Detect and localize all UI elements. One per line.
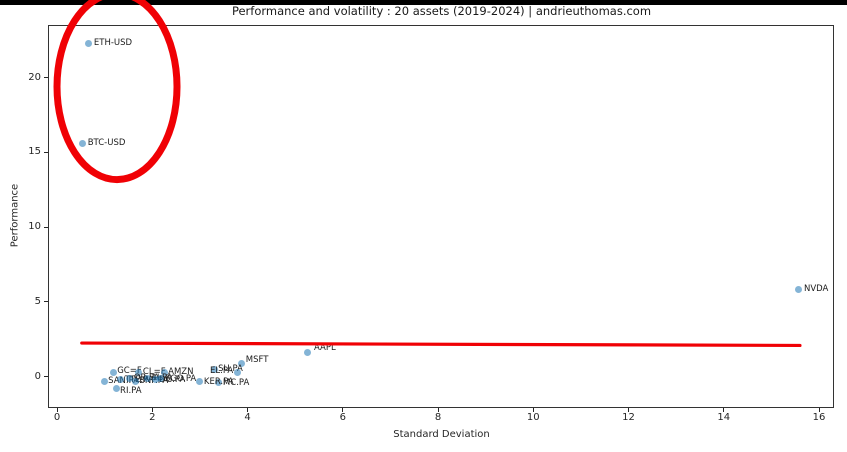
scatter-point-san-pa <box>100 377 108 385</box>
point-label-gc-f: GC=F <box>117 366 142 377</box>
y-tick-mark <box>44 376 48 378</box>
point-label-el-pa: EL.PA <box>210 366 234 377</box>
x-tick-label: 10 <box>526 412 540 423</box>
x-tick-label: 6 <box>339 412 346 423</box>
x-tick-mark <box>342 408 344 412</box>
x-tick-mark <box>247 408 248 412</box>
point-label-tte-pa: TTE.PA <box>124 374 154 385</box>
y-tick-mark <box>44 77 48 79</box>
scatter-point-gc-f <box>109 368 117 376</box>
scatter-point-sgo-pa <box>157 375 165 383</box>
y-tick-label: 5 <box>34 295 41 307</box>
point-label-ker-pa: KER.PA <box>203 376 234 387</box>
x-tick-mark <box>723 408 725 412</box>
x-tick-label: 14 <box>717 412 731 423</box>
x-tick-mark <box>628 408 629 412</box>
point-label-ri-pa: RI.PA <box>120 385 142 396</box>
scatter-point-eth-usd <box>85 39 93 47</box>
y-tick-label: 10 <box>28 221 41 233</box>
x-tick-mark <box>56 408 58 412</box>
scatter-point-amzn <box>160 369 168 377</box>
scatter-point-ker-pa <box>196 378 204 386</box>
point-label-msft: MSFT <box>245 354 269 365</box>
scatter-point-ai-pa <box>143 374 151 382</box>
scatter-point-aapl <box>304 348 312 356</box>
point-label-dg-pa: DG.PA <box>159 374 186 385</box>
scatter-point-msft <box>238 360 246 368</box>
x-tick-label: 12 <box>622 412 635 423</box>
point-label-eth-usd: ETH-USD <box>93 38 133 49</box>
scatter-point-cl-f <box>135 369 143 377</box>
y-tick-mark <box>44 226 48 228</box>
x-tick-mark <box>818 408 820 412</box>
scatter-point-su-pa <box>210 366 218 374</box>
point-label-mc-pa: MC.PA <box>222 377 250 388</box>
scatter-point-dg-pa <box>151 376 159 384</box>
point-label-cl-f: CL=F <box>142 366 166 377</box>
x-tick-label: 2 <box>149 412 156 423</box>
y-axis-label: Performance <box>9 183 21 248</box>
x-tick-mark <box>532 408 534 412</box>
y-tick-label: 15 <box>28 146 41 158</box>
window-top-border <box>0 0 847 5</box>
point-label-sgo-pa: SGO.PA <box>164 373 197 384</box>
point-label-su-pa: SU.PA <box>218 363 243 374</box>
point-label-amzn: AMZN <box>168 366 194 377</box>
chart-title: Performance and volatility : 20 assets (… <box>231 4 652 18</box>
point-label-aapl: AAPL <box>313 343 336 354</box>
scatter-point-mc-pa <box>215 379 223 387</box>
x-tick-label: 0 <box>53 412 61 423</box>
x-tick-label: 8 <box>434 412 442 423</box>
point-label-btc-usd: BTC-USD <box>87 138 126 149</box>
point-label-nvda: NVDA <box>803 284 829 295</box>
scatter-point-el-pa <box>233 368 241 376</box>
x-tick-label: 16 <box>812 412 826 423</box>
x-tick-label: 4 <box>244 412 251 423</box>
scatter-point-or-pa <box>126 374 134 382</box>
y-tick-label: 20 <box>28 71 41 83</box>
y-tick-mark <box>44 301 48 303</box>
y-tick-label: 0 <box>34 370 41 382</box>
scatter-point-bnp-pa <box>131 377 139 385</box>
x-tick-mark <box>151 408 153 412</box>
scatter-point-tte-pa <box>117 376 125 384</box>
x-tick-mark <box>437 408 439 412</box>
y-tick-mark <box>44 151 48 153</box>
scatter-point-nvda <box>795 285 803 293</box>
plot-area <box>48 25 834 408</box>
x-axis-label: Standard Deviation <box>393 429 490 440</box>
scatter-point-ri-pa <box>112 385 120 393</box>
